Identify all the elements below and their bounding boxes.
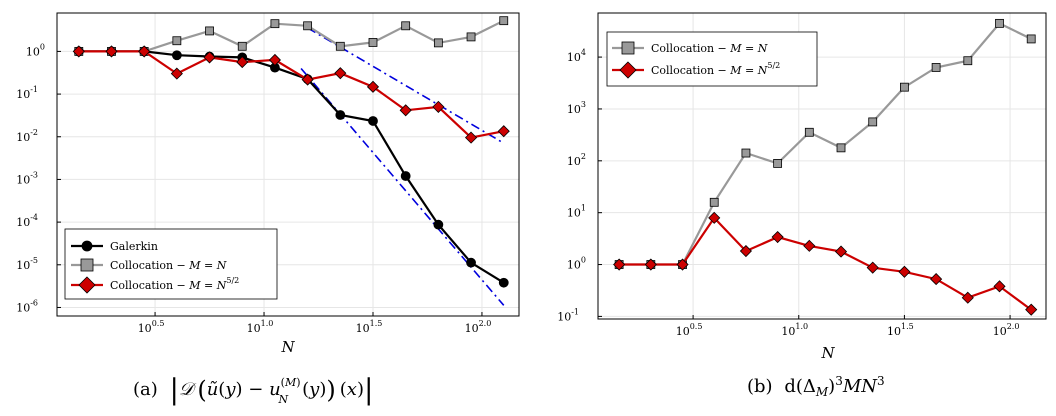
chart-b-xlabel: N (820, 344, 835, 362)
data-point (900, 82, 909, 92)
data-point (301, 73, 314, 86)
data-point (961, 291, 974, 304)
legend-marker-collocation-m-n52 (78, 276, 96, 294)
legend-entry-collocation-m-n: Collocation − M = N (71, 258, 227, 272)
data-point (171, 50, 182, 61)
data-point (497, 125, 510, 138)
chart-b-series (613, 18, 1038, 316)
data-point (739, 244, 752, 258)
chart-b-legend: Collocation − M = N Collocation − M = N5… (606, 31, 818, 87)
legend-marker-galerkin (81, 240, 93, 252)
data-point (741, 148, 751, 158)
data-point (170, 67, 183, 80)
chart-b-axes-frame (597, 12, 1047, 320)
data-point (995, 18, 1004, 28)
data-point (236, 56, 249, 69)
data-point (432, 100, 445, 113)
data-point (433, 38, 443, 48)
data-point (613, 258, 626, 271)
data-point (1026, 34, 1036, 44)
legend-label-collocation-m-n: Collocation − M = N (110, 259, 227, 272)
chart-a: 100.5 101.0 101.5 102.010010-110-210-310-41… (16, 12, 520, 406)
data-point (270, 19, 280, 29)
data-point (804, 127, 814, 137)
data-point (771, 230, 784, 244)
data-point (466, 32, 476, 42)
data-point (1025, 303, 1038, 316)
legend-label-galerkin: Galerkin (110, 240, 158, 253)
data-point (203, 51, 216, 64)
legend-entry-galerkin: Galerkin (71, 240, 158, 253)
data-point (172, 36, 182, 46)
data-point (268, 53, 281, 67)
data-point (368, 116, 378, 126)
series-line (619, 216, 1032, 311)
chart-a-series (72, 16, 510, 288)
chart-a-caption: (a) |𝒟 (ũ(y) − u(M) N (y)) (x)| (133, 373, 373, 406)
legend-label-collocation-m-n52: Collocation − M = N5/2 (110, 276, 239, 292)
data-point (205, 26, 214, 36)
chart-a-ticks: 100.5 101.0 101.5 102.010010-110-210-310-41… (16, 42, 491, 335)
series-diamond (72, 45, 510, 144)
data-point (898, 265, 911, 278)
data-point (335, 110, 346, 120)
data-point (366, 80, 380, 93)
series-line (78, 50, 505, 284)
data-point (303, 21, 313, 31)
legend-b-marker-collocation-m-n (621, 41, 635, 55)
data-point (963, 56, 973, 66)
series-line (619, 22, 1032, 266)
legend-marker-collocation-m-n (80, 258, 94, 272)
chart-b-caption-prefix: (b) (747, 376, 773, 397)
data-point (773, 159, 783, 168)
chart-a-grid (57, 13, 519, 316)
data-point (498, 277, 509, 288)
data-point (399, 104, 412, 117)
data-point (708, 211, 721, 224)
data-point (464, 131, 478, 144)
chart-b-legend-box (606, 31, 818, 87)
chart-a-axes-frame (56, 12, 520, 317)
data-point (335, 41, 345, 51)
data-point (334, 67, 347, 80)
chart-a-xlabel: N (280, 338, 295, 356)
data-point (834, 245, 848, 258)
data-point (644, 258, 657, 271)
data-point (368, 38, 378, 47)
series-line (78, 19, 505, 53)
data-point (676, 258, 689, 271)
data-point (138, 45, 151, 58)
legend-b-label-collocation-m-n52: Collocation − M = N5/2 (651, 61, 780, 77)
legend-entry-collocation-m-n52: Collocation − M = N5/2 (71, 276, 239, 294)
data-point (993, 280, 1006, 293)
data-point (400, 171, 411, 181)
data-point (105, 45, 118, 58)
chart-a-legend: Galerkin Collocation − M = N Collocation… (64, 228, 278, 300)
data-point (237, 41, 247, 51)
chart-a-caption-prefix: (a) (133, 379, 158, 400)
data-point (433, 219, 444, 230)
data-point (836, 143, 846, 153)
data-point (931, 63, 941, 72)
legend-b-label-collocation-m-n: Collocation − M = N (651, 42, 768, 55)
data-point (401, 21, 411, 31)
series-square (614, 18, 1036, 269)
data-point (868, 117, 878, 127)
data-point (466, 257, 476, 268)
chart-b: 100.5 101.0 101.5 102.010410310210110010-1 … (557, 12, 1047, 399)
data-point (72, 45, 85, 58)
legend-b-marker-collocation-m-n52 (619, 61, 637, 79)
legend-b-entry-collocation-m-n52: Collocation − M = N5/2 (612, 61, 780, 79)
data-point (803, 239, 816, 252)
data-point (499, 16, 509, 26)
data-point (866, 261, 879, 274)
data-point (709, 197, 719, 207)
chart-b-caption: (b) d(ΔM)3MN3 (747, 374, 885, 399)
series-diamond (613, 211, 1038, 316)
legend-b-entry-collocation-m-n: Collocation − M = N (612, 41, 768, 55)
data-point (930, 272, 943, 286)
